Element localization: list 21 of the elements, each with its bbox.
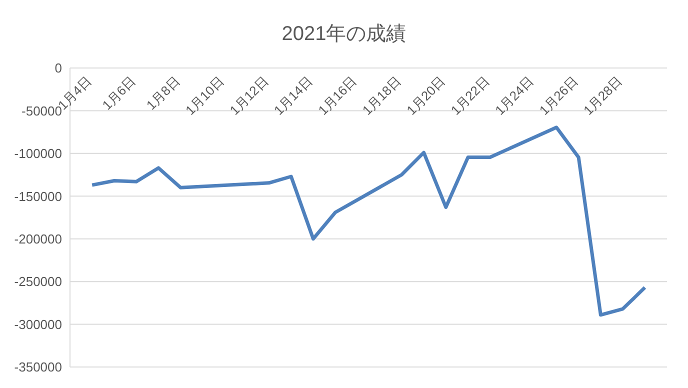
x-tick-label: 1月8日 xyxy=(143,74,183,113)
x-tick-label: 1月26日 xyxy=(536,74,581,118)
x-tick-label: 1月10日 xyxy=(182,74,227,118)
x-tick-label: 1月20日 xyxy=(404,74,448,118)
x-tick-label: 1月12日 xyxy=(226,74,272,118)
x-tick-label: 1月14日 xyxy=(271,74,316,118)
y-tick-label: 0 xyxy=(54,60,62,76)
x-tick-label: 1月6日 xyxy=(99,74,138,113)
y-tick-label: -250000 xyxy=(14,274,62,290)
x-tick-label: 1月18日 xyxy=(359,74,404,118)
x-tick-label: 1月28日 xyxy=(580,74,625,118)
y-tick-label: -350000 xyxy=(14,360,62,375)
x-tick-label: 1月22日 xyxy=(448,74,492,118)
x-tick-label: 1月16日 xyxy=(315,74,360,118)
y-tick-label: -300000 xyxy=(14,316,62,332)
y-tick-label: -150000 xyxy=(14,188,62,204)
line-series xyxy=(90,126,647,317)
chart-title: 2021年の成績 xyxy=(280,22,408,47)
y-tick-label: -200000 xyxy=(14,231,62,246)
x-tick-label: 1月24日 xyxy=(492,74,536,118)
y-tick-label: -100000 xyxy=(14,146,62,162)
